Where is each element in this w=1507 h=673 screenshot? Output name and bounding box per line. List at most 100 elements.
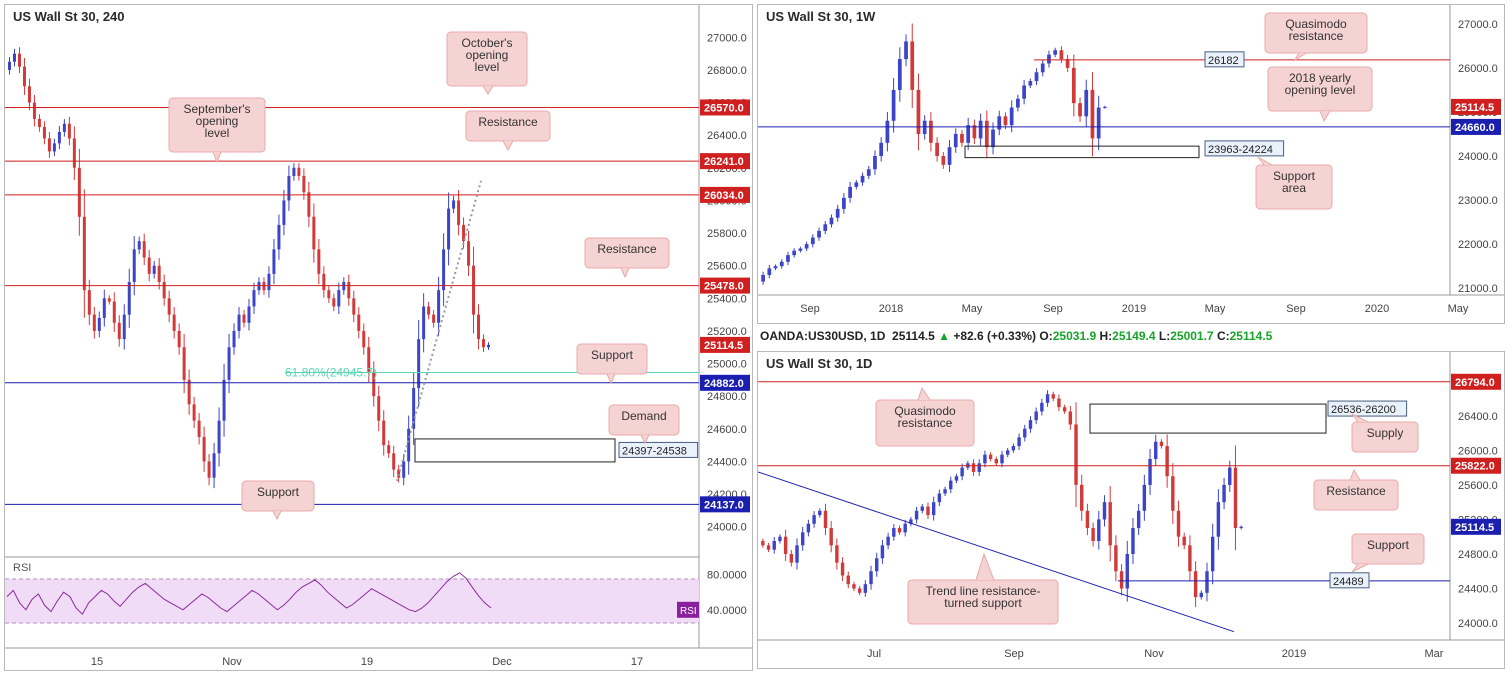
- candle-body: [800, 532, 805, 546]
- candle-body: [1102, 502, 1107, 520]
- quote-close: 25114.5: [1229, 329, 1273, 343]
- note-support-daily: Support: [1351, 533, 1425, 573]
- support-area-label: 23963-24224: [1208, 144, 1273, 156]
- candle-body: [127, 282, 131, 315]
- candle-body: [357, 314, 361, 331]
- candle-body: [397, 469, 401, 478]
- candle-body: [1142, 484, 1147, 511]
- candle-body: [52, 143, 56, 152]
- y-tick-label: 24000.0: [707, 522, 747, 534]
- candle-body: [937, 493, 942, 503]
- y-tick-label: 25000.0: [707, 359, 747, 371]
- candle-body: [437, 290, 441, 323]
- note-quasimodo-weekly-text: Quasimodo: [1285, 17, 1347, 31]
- level-label-bg: [1451, 118, 1501, 135]
- candle-body: [860, 175, 865, 183]
- weekly-chart-svg[interactable]: 27000.026000.025000.024000.023000.022000…: [758, 5, 1504, 323]
- candle-body: [789, 553, 794, 563]
- candle-body: [897, 59, 902, 90]
- candle-body: [931, 502, 936, 516]
- y-tick-label: 26800.0: [707, 65, 747, 77]
- y-tick-label: 21000.0: [1458, 283, 1498, 295]
- candle-body: [804, 244, 809, 249]
- x-tick-label: 2019: [1282, 648, 1306, 660]
- y-tick-label: 24000.0: [1458, 151, 1498, 163]
- fib-label: 61.80%(24945.7): [285, 366, 377, 380]
- candle-body: [886, 536, 890, 546]
- supply-zone-label: 26536-26200: [1331, 404, 1396, 416]
- candle-body: [817, 230, 821, 238]
- candle-body: [852, 584, 856, 589]
- note-resistance-1-text: Resistance: [478, 115, 538, 129]
- candle-body: [941, 156, 946, 165]
- candle-body: [1034, 411, 1038, 421]
- candle-body: [1216, 502, 1221, 537]
- candle-body: [302, 175, 306, 193]
- candle-body: [282, 200, 286, 225]
- note-support-1-text: Support: [591, 348, 634, 362]
- note-support-daily-text: Support: [1367, 538, 1410, 552]
- candle-body: [1199, 592, 1204, 598]
- candle-body: [1091, 528, 1095, 542]
- candle-body: [1023, 428, 1027, 438]
- candle-body: [1239, 526, 1243, 529]
- supply-zone-label-bg: [1327, 400, 1408, 417]
- rsi-tick-label: 80.0000: [707, 570, 747, 582]
- weekly-chart-title: US Wall St 30, 1W: [766, 9, 876, 24]
- daily-chart-svg[interactable]: 26800.026400.026000.025600.025200.024800…: [758, 352, 1504, 668]
- support-area-label-bg: [1204, 140, 1285, 157]
- candle-body: [873, 156, 877, 170]
- note-october-opening-text: opening: [466, 48, 509, 62]
- dotted-trend-line: [396, 180, 482, 482]
- y-tick-label: 25400.0: [707, 293, 747, 305]
- candle-body: [892, 528, 896, 537]
- candle-body: [142, 241, 146, 258]
- candle-body: [77, 167, 81, 217]
- candle-body: [17, 53, 21, 67]
- level-label: 26034.0: [704, 190, 744, 202]
- y-tick-label: 27000.0: [707, 32, 747, 44]
- candle-body: [935, 142, 939, 156]
- candle-body: [869, 571, 873, 585]
- note-resistance-2-text: Resistance: [597, 242, 657, 256]
- supply-zone-box: [1089, 403, 1327, 434]
- candle-body: [157, 265, 161, 282]
- candle-body: [432, 314, 436, 323]
- candle-body: [1016, 98, 1020, 108]
- candle-body: [457, 200, 461, 225]
- candle-body: [1062, 407, 1067, 412]
- note-support-area-text: area: [1282, 181, 1306, 195]
- candle-body: [792, 250, 797, 256]
- candle-body: [983, 454, 987, 464]
- y-tick-label: 25200.0: [707, 326, 747, 338]
- candle-body: [806, 523, 811, 533]
- rsi-tag: RSI: [680, 606, 697, 617]
- candle-body: [72, 138, 76, 168]
- quote-symbol: OANDA:US30USD, 1D: [760, 329, 886, 343]
- rsi-tag-bg: [677, 601, 699, 618]
- x-tick-label: Dec: [492, 656, 512, 668]
- candle-body: [829, 528, 833, 546]
- y-tick-label: 26000.0: [1458, 63, 1498, 75]
- y-tick-label: 24000.0: [1458, 618, 1498, 630]
- candle-body: [442, 249, 446, 291]
- candle-body: [766, 545, 771, 550]
- level-label-bg: [1204, 51, 1245, 68]
- h4-chart-svg[interactable]: 27000.026800.026600.026400.026200.026000…: [5, 5, 752, 670]
- candle-body: [823, 510, 828, 529]
- support-area-box: [964, 145, 1200, 159]
- candle-body: [447, 208, 451, 250]
- candle-body: [885, 120, 890, 143]
- candle-body: [840, 562, 845, 576]
- candle-body: [903, 523, 907, 533]
- candle-body: [317, 249, 321, 274]
- h4-chart-panel: US Wall St 30, 240 27000.026800.026600.0…: [4, 4, 753, 671]
- candle-body: [112, 301, 116, 323]
- candle-body: [772, 541, 776, 550]
- level-label-bg: [700, 277, 750, 294]
- candle-body: [232, 330, 236, 348]
- note-supply: Supply: [1351, 413, 1419, 453]
- note-resistance-daily: Resistance: [1313, 468, 1399, 511]
- candle-body: [966, 125, 971, 143]
